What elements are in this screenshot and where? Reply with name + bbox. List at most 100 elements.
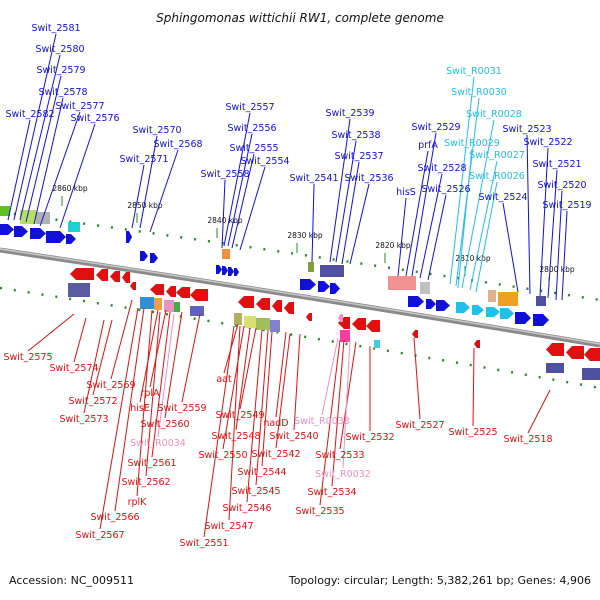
gene-label-swit-2578[interactable]: Swit_2578 [38, 87, 87, 98]
gene-label-swit-2546[interactable]: Swit_2546 [222, 503, 271, 514]
gene-label-swit-r0027[interactable]: Swit_R0027 [469, 150, 525, 161]
gene-label-swit-2524[interactable]: Swit_2524 [478, 192, 527, 203]
forward-gene-arrow [515, 312, 531, 324]
leader-line [261, 331, 273, 467]
gene-label-swit-2548[interactable]: Swit_2548 [211, 431, 260, 442]
gene-label-swit-2556[interactable]: Swit_2556 [227, 123, 276, 134]
gene-label-nadd[interactable]: nadD [263, 418, 288, 429]
gene-label-swit-2572[interactable]: Swit_2572 [68, 396, 117, 407]
gene-label-rplk[interactable]: rplK [128, 497, 148, 508]
gene-label-swit-2532[interactable]: Swit_2532 [345, 432, 394, 443]
gene-label-swit-2537[interactable]: Swit_2537 [334, 151, 383, 162]
leader-line [164, 311, 183, 419]
gene-label-swit-r0029[interactable]: Swit_R0029 [444, 138, 500, 149]
gene-label-swit-2555[interactable]: Swit_2555 [229, 143, 278, 154]
gene-label-swit-2558[interactable]: Swit_2558 [200, 169, 249, 180]
gene-label-swit-2525[interactable]: Swit_2525 [448, 427, 497, 438]
gene-label-hiss[interactable]: hisS [396, 187, 416, 198]
forward-gene-arrow [46, 231, 66, 243]
gene-label-swit-r0031[interactable]: Swit_R0031 [446, 66, 502, 77]
gene-label-swit-2535[interactable]: Swit_2535 [295, 506, 344, 517]
gene-label-swit-2522[interactable]: Swit_2522 [523, 137, 572, 148]
gene-label-swit-r0032[interactable]: Swit_R0032 [315, 469, 371, 480]
gene-label-swit-2574[interactable]: Swit_2574 [49, 363, 98, 374]
gene-label-swit-2547[interactable]: Swit_2547 [204, 521, 253, 532]
gene-label-swit-2523[interactable]: Swit_2523 [502, 124, 551, 135]
reverse-gene-arrow [306, 313, 312, 321]
gene-label-swit-2519[interactable]: Swit_2519 [542, 200, 591, 211]
gene-label-swit-2580[interactable]: Swit_2580 [35, 44, 84, 55]
forward-gene-arrow [234, 268, 239, 276]
gene-label-swit-2528[interactable]: Swit_2528 [417, 163, 466, 174]
gene-label-swit-2550[interactable]: Swit_2550 [198, 450, 247, 461]
leader-line [7, 119, 31, 221]
gene-label-swit-2533[interactable]: Swit_2533 [315, 450, 364, 461]
gene-label-swit-r0033[interactable]: Swit_R0033 [294, 416, 350, 427]
gene-label-swit-2573[interactable]: Swit_2573 [59, 414, 108, 425]
gene-label-swit-2557[interactable]: Swit_2557 [225, 102, 274, 113]
gene-label-swit-2518[interactable]: Swit_2518 [503, 434, 552, 445]
leader-line [227, 133, 253, 247]
gene-label-swit-2577[interactable]: Swit_2577 [55, 101, 104, 112]
gene-label-swit-2526[interactable]: Swit_2526 [421, 184, 470, 195]
gene-label-swit-2539[interactable]: Swit_2539 [325, 108, 374, 119]
gene-label-swit-2541[interactable]: Swit_2541 [289, 173, 338, 184]
gene-label-swit-2566[interactable]: Swit_2566 [90, 512, 139, 523]
gene-label-aat[interactable]: aat [216, 374, 232, 385]
forward-gene-arrow [150, 253, 158, 263]
leader-line [157, 313, 175, 438]
gene-label-swit-2521[interactable]: Swit_2521 [532, 159, 581, 170]
gene-label-swit-r0026[interactable]: Swit_R0026 [469, 171, 525, 182]
leader-line [555, 190, 563, 301]
gene-label-swit-2579[interactable]: Swit_2579 [36, 65, 85, 76]
gene-label-swit-2536[interactable]: Swit_2536 [344, 173, 393, 184]
gene-label-swit-2542[interactable]: Swit_2542 [251, 449, 300, 460]
gene-label-swit-2568[interactable]: Swit_2568 [153, 139, 202, 150]
gene-label-swit-2570[interactable]: Swit_2570 [132, 125, 181, 136]
gene-label-swit-2551[interactable]: Swit_2551 [179, 538, 228, 549]
gene-label-swit-2582[interactable]: Swit_2582 [5, 109, 54, 120]
reverse-gene-arrow [412, 330, 418, 338]
gene-label-swit-2561[interactable]: Swit_2561 [127, 458, 176, 469]
gene-label-swit-2538[interactable]: Swit_2538 [331, 130, 380, 141]
gene-label-swit-2545[interactable]: Swit_2545 [231, 486, 280, 497]
reverse-gene-arrow [110, 271, 120, 282]
gene-label-swit-2540[interactable]: Swit_2540 [269, 431, 318, 442]
gene-label-swit-r0034[interactable]: Swit_R0034 [130, 438, 186, 449]
gene-label-swit-2529[interactable]: Swit_2529 [411, 122, 460, 133]
feature-block [256, 318, 270, 330]
feature-block [308, 262, 314, 272]
gene-label-swit-r0028[interactable]: Swit_R0028 [466, 109, 522, 120]
gene-label-hise[interactable]: hisE [130, 403, 150, 414]
gene-label-swit-2534[interactable]: Swit_2534 [307, 487, 356, 498]
gene-label-swit-2567[interactable]: Swit_2567 [75, 530, 124, 541]
forward-gene-arrow [30, 228, 46, 239]
gene-label-swit-2562[interactable]: Swit_2562 [121, 477, 170, 488]
gene-label-swit-2554[interactable]: Swit_2554 [240, 156, 289, 167]
gene-label-prfa[interactable]: prfA [418, 140, 438, 151]
gene-label-swit-2569[interactable]: Swit_2569 [86, 380, 135, 391]
leader-line [319, 339, 341, 506]
gene-label-swit-2581[interactable]: Swit_2581 [31, 23, 80, 34]
gene-label-swit-2560[interactable]: Swit_2560 [140, 419, 189, 430]
tick-label-2840-kbp: 2840 kbp [207, 216, 243, 225]
gene-label-swit-2549[interactable]: Swit_2549 [215, 410, 264, 421]
gene-label-swit-2575[interactable]: Swit_2575 [3, 352, 52, 363]
gene-label-swit-2520[interactable]: Swit_2520 [537, 180, 586, 191]
forward-gene-arrow [66, 234, 76, 244]
feature-block [0, 206, 10, 216]
forward-gene-arrow [222, 266, 228, 275]
leader-line [228, 325, 241, 521]
topology-text: Topology: circular; Length: 5,382,261 bp… [288, 574, 591, 587]
gene-label-swit-2544[interactable]: Swit_2544 [237, 467, 286, 478]
leader-line [547, 169, 558, 299]
gene-label-rpla[interactable]: rplA [140, 388, 160, 399]
gene-label-swit-r0030[interactable]: Swit_R0030 [451, 87, 507, 98]
gene-label-swit-2576[interactable]: Swit_2576 [70, 113, 119, 124]
gene-label-swit-2571[interactable]: Swit_2571 [119, 154, 168, 165]
reverse-gene-arrow [272, 300, 282, 312]
forward-gene-arrow [330, 283, 340, 294]
gene-label-swit-2527[interactable]: Swit_2527 [395, 420, 444, 431]
gene-label-swit-2559[interactable]: Swit_2559 [157, 403, 206, 414]
